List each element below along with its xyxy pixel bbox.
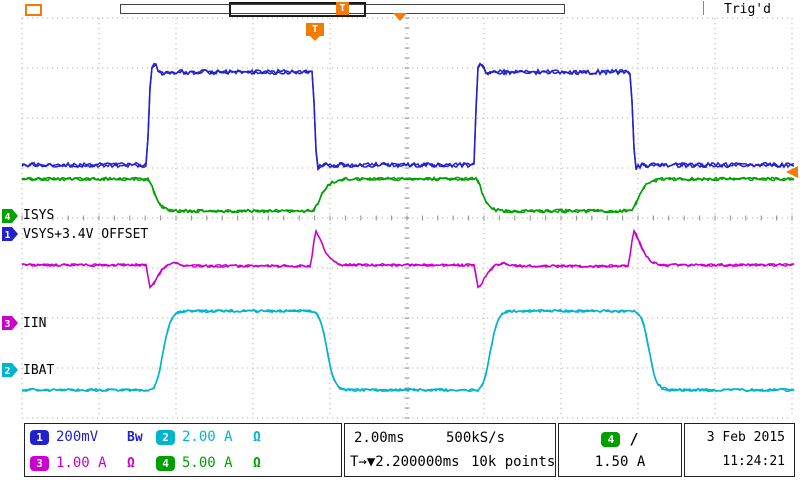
expansion-point-icon [393,13,407,21]
top-left-orange-marker [25,4,42,16]
trigger-level-arrow-icon [786,166,798,178]
timebase-readout: 2.00ms [354,430,405,446]
trigger-source-badge: 4 [601,431,621,447]
svg-text:3: 3 [4,319,10,330]
ch4-impedance-icon: Ω [253,455,261,471]
waveform-ch2-ibat [21,308,795,393]
ch1-scale: 200mV [56,429,99,445]
ch1-badge: 1 [30,429,49,445]
trigger-level-readout: 1.50 A [594,454,646,470]
top-bar-divider [703,1,704,15]
label-ibat: IBAT [23,363,55,378]
channel-2-ref-marker: 2 [2,363,18,377]
channel-4-ref-marker: 4 [2,209,18,223]
svg-text:4: 4 [4,212,10,223]
ch3-impedance-icon: Ω [127,455,135,471]
trigger-source-row: 4 / [559,430,681,448]
ch2-impedance-icon: Ω [253,429,261,445]
label-vsys-offset: VSYS+3.4V OFFSET [23,227,149,242]
ch2-scale: 2.00 A [182,429,233,445]
label-isys: ISYS [23,208,55,223]
ch3-badge: 3 [30,455,49,471]
record-length-readout: 10k points [471,454,556,470]
trigger-status: Trig'd [724,2,771,17]
ch2-readout: 2 2.00 A Ω [156,424,341,450]
ch1-bandwidth-icon: Bw [127,429,143,445]
ch4-readout: 4 5.00 A Ω [156,450,341,476]
ch2-badge: 2 [156,429,175,445]
sample-rate-readout: 500kS/s [446,430,506,446]
ch3-scale: 1.00 A [56,455,107,471]
datetime-box: 3 Feb 2015 11:24:21 [684,423,795,477]
ch3-readout: 3 1.00 A Ω [30,450,156,476]
waveform-ch1-vsys [21,62,795,171]
waveform-ch1-vsys [21,62,795,172]
svg-text:1: 1 [4,230,10,241]
trigger-position-readout: T→▼2.200000ms [350,454,460,470]
channel-3-ref-marker: 3 [2,316,18,330]
trigger-readout-box: 4 / 1.50 A [558,423,682,477]
horizontal-readout-box: 2.00ms 500kS/s T→▼2.200000ms 10k points [344,423,556,477]
channel-1-ref-marker: 1 [2,227,18,241]
record-view-window [229,2,366,17]
trigger-slope-icon: / [629,430,639,448]
waveform-ch4-isys [21,176,795,214]
waveform-ch2-ibat [21,308,795,393]
waveform-ch4-isys [21,176,795,214]
time-readout: 11:24:21 [722,454,785,469]
record-trigger-marker: T [336,2,349,15]
trigger-position-flag: T [306,23,324,41]
channel-readouts-box: 1 200mV Bw 2 2.00 A Ω 3 1.00 A Ω 4 5.00 … [24,423,342,477]
label-iin: IIN [23,316,47,331]
svg-text:2: 2 [4,366,10,377]
date-readout: 3 Feb 2015 [706,430,785,445]
waveform-ch3-iin [21,228,795,290]
ch4-scale: 5.00 A [182,455,233,471]
ch4-badge: 4 [156,455,175,471]
ch1-readout: 1 200mV Bw [30,424,156,450]
